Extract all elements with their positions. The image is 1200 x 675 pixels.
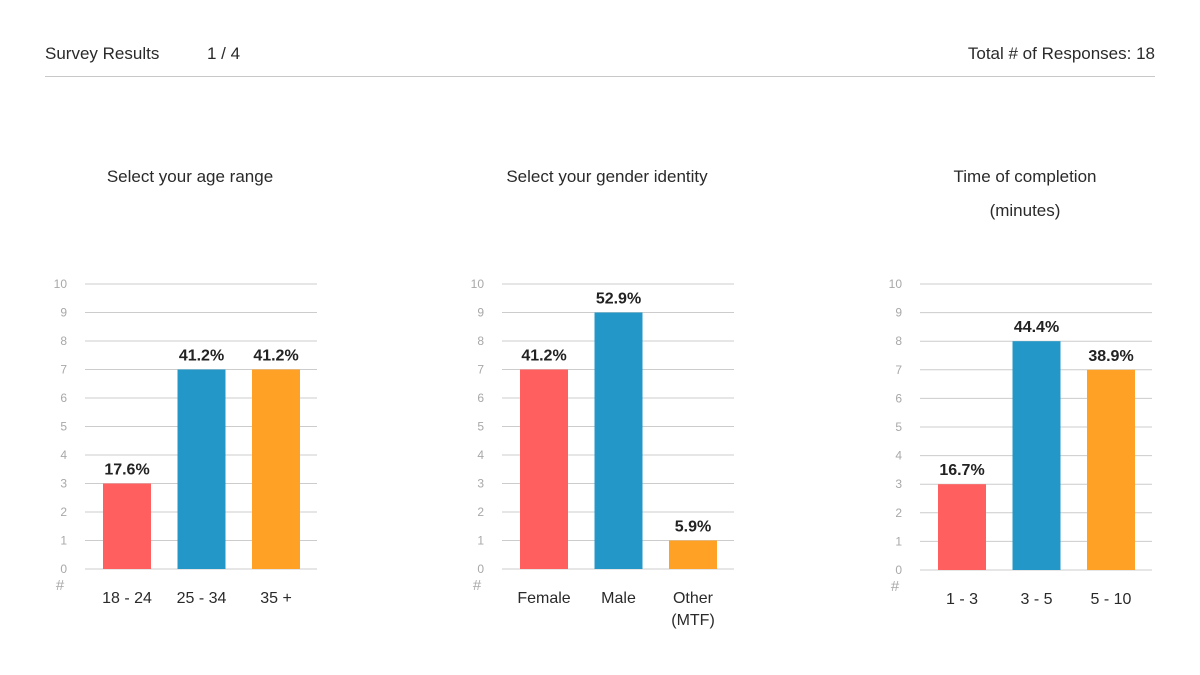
y-tick-label: 0 xyxy=(477,562,484,576)
data-label: 41.2% xyxy=(253,348,298,365)
y-tick-label: 1 xyxy=(60,534,67,548)
x-tick-label: 35 + xyxy=(260,590,292,607)
bar-chart-svg: 0 1 2 3 4 5 6 7 8 9 10 #17.6% 18 - 24 41.2% 25 - 34 41.… xyxy=(54,277,317,607)
y-tick-label: 5 xyxy=(60,420,67,434)
y-tick-label: 9 xyxy=(60,306,67,320)
y-tick-label: 3 xyxy=(477,477,484,491)
data-label: 52.9% xyxy=(596,291,641,308)
data-label: 5.9% xyxy=(675,519,711,536)
total-responses: Total # of Responses: 18 xyxy=(967,44,1155,63)
bar xyxy=(520,369,568,569)
x-tick-label: 1 - 3 xyxy=(946,591,978,608)
y-tick-label: 8 xyxy=(60,334,67,348)
chart-time-of-completion: Time of completion (minutes) 0 1 2 3 4 5 6 7 8 9 1… xyxy=(875,0,1175,675)
y-tick-label: 7 xyxy=(60,363,67,377)
page-title: Survey Results xyxy=(45,44,160,63)
bar xyxy=(938,484,986,570)
y-tick-label: 0 xyxy=(895,563,902,577)
y-unit-label: # xyxy=(473,577,482,594)
bar xyxy=(177,369,226,569)
y-tick-label: 4 xyxy=(477,448,484,462)
bar xyxy=(1087,369,1135,570)
y-tick-label: 2 xyxy=(895,506,902,520)
y-tick-label: 6 xyxy=(60,391,67,405)
y-tick-label: 6 xyxy=(895,391,902,405)
x-tick-label: 25 - 34 xyxy=(177,590,227,607)
y-tick-label: 10 xyxy=(471,277,485,291)
y-tick-label: 4 xyxy=(60,448,67,462)
chart-title-line: Time of completion xyxy=(953,167,1097,186)
y-tick-label: 8 xyxy=(895,334,902,348)
header: Survey Results 1 / 4 Total # of Response… xyxy=(45,40,1155,77)
x-tick-label: 3 - 5 xyxy=(1020,591,1052,608)
data-label: 44.4% xyxy=(1014,319,1059,336)
chart-title: Time of completion (minutes) xyxy=(875,160,1175,228)
bar xyxy=(669,540,717,569)
data-label: 38.9% xyxy=(1088,348,1133,365)
y-tick-label: 7 xyxy=(895,363,902,377)
chart-gender-identity: Select your gender identity 0 1 2 3 4 5 6 7 8 9 10… xyxy=(457,0,757,675)
x-tick-label: Other xyxy=(673,590,714,607)
bar xyxy=(1012,341,1061,570)
x-tick-label: 5 - 10 xyxy=(1091,591,1132,608)
y-tick-label: 1 xyxy=(895,534,902,548)
x-tick-label: (MTF) xyxy=(671,612,715,629)
bar xyxy=(103,483,151,569)
y-tick-label: 2 xyxy=(477,505,484,519)
y-tick-label: 7 xyxy=(477,363,484,377)
chart-title: Select your gender identity xyxy=(506,167,708,186)
chart-age-range: Select your age range 0 1 2 3 4 5 6 7 8 9 10 #17.6%… xyxy=(40,0,340,675)
y-unit-label: # xyxy=(56,577,65,594)
data-label: 41.2% xyxy=(521,348,566,365)
bar xyxy=(252,369,300,569)
bar-chart-svg: 0 1 2 3 4 5 6 7 8 9 10 #41.2% Female 52.9% Male 5.9% Oth… xyxy=(471,277,734,629)
y-tick-label: 10 xyxy=(54,277,68,291)
y-tick-label: 9 xyxy=(895,306,902,320)
data-label: 16.7% xyxy=(939,462,984,479)
y-tick-label: 3 xyxy=(895,477,902,491)
y-tick-label: 9 xyxy=(477,306,484,320)
y-tick-label: 3 xyxy=(60,477,67,491)
bar xyxy=(594,312,643,569)
y-tick-label: 0 xyxy=(60,562,67,576)
y-tick-label: 6 xyxy=(477,391,484,405)
y-tick-label: 8 xyxy=(477,334,484,348)
x-tick-label: Male xyxy=(601,590,636,607)
y-tick-label: 4 xyxy=(895,449,902,463)
data-label: 17.6% xyxy=(104,462,149,479)
y-tick-label: 1 xyxy=(477,534,484,548)
bar-chart-svg: 0 1 2 3 4 5 6 7 8 9 10 #16.7% 1 - 3 44.4% 3 - 5 38.9% 5 … xyxy=(889,277,1152,608)
y-tick-label: 5 xyxy=(895,420,902,434)
y-tick-label: 2 xyxy=(60,505,67,519)
data-label: 41.2% xyxy=(179,348,224,365)
y-unit-label: # xyxy=(891,578,900,595)
x-tick-label: 18 - 24 xyxy=(102,590,152,607)
x-tick-label: Female xyxy=(517,590,570,607)
chart-title: Select your age range xyxy=(106,167,274,186)
chart-title-line: (minutes) xyxy=(989,201,1061,220)
y-tick-label: 5 xyxy=(477,420,484,434)
page-indicator: 1 / 4 xyxy=(207,44,241,63)
y-tick-label: 10 xyxy=(889,277,903,291)
